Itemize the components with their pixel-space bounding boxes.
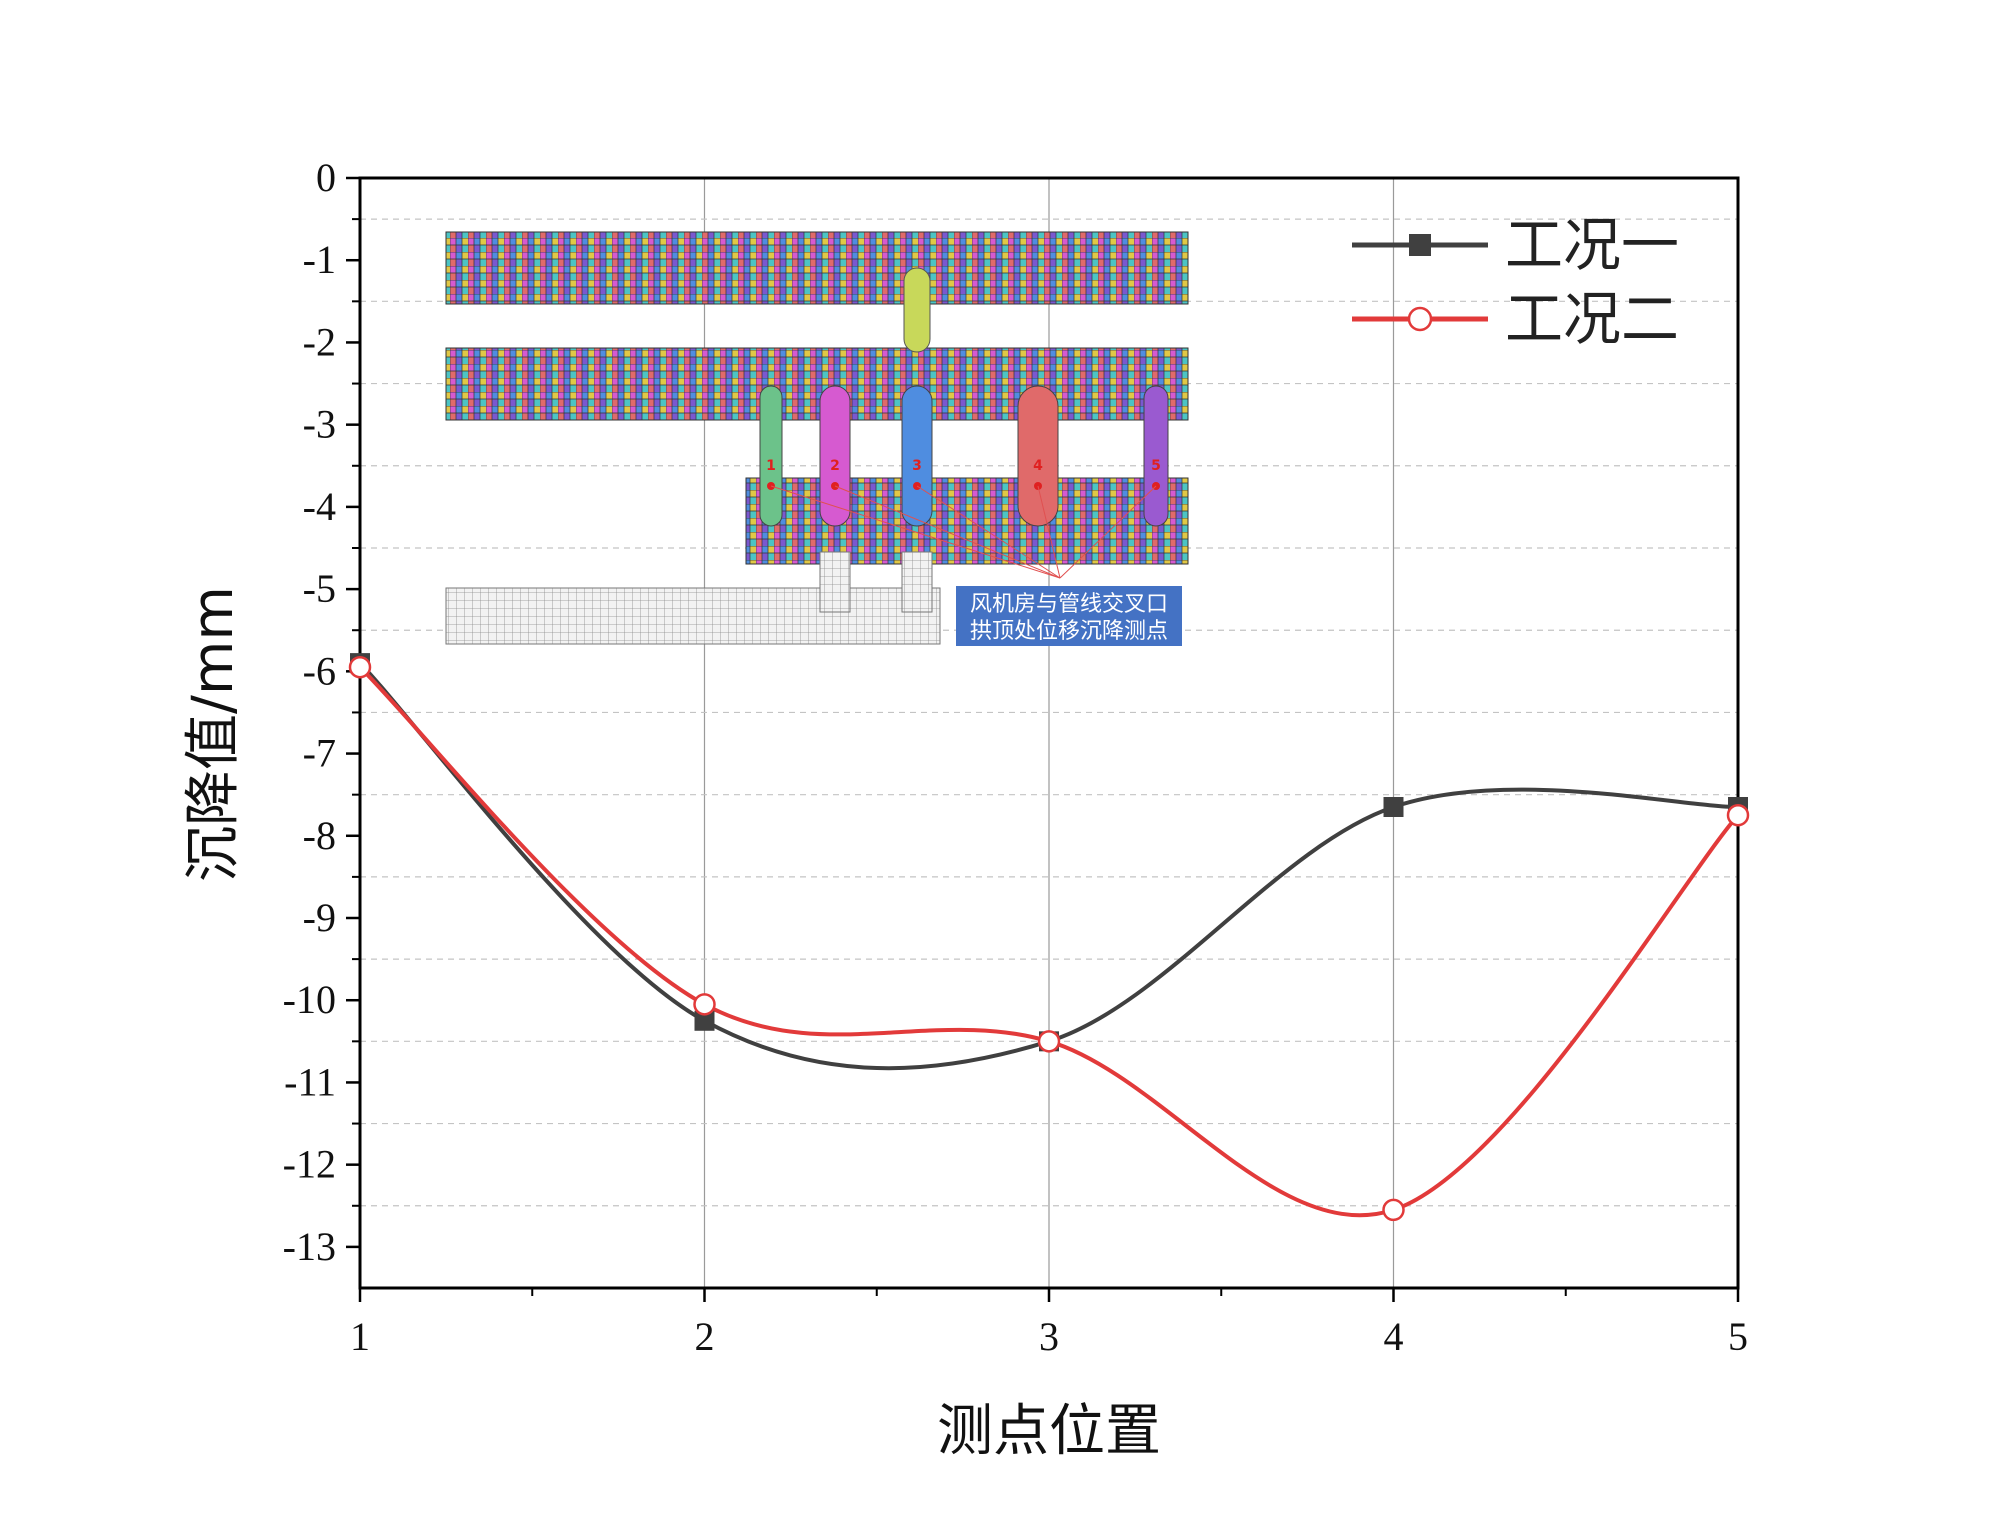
inset-label-line-2: 拱顶处位移沉降测点 bbox=[970, 619, 1168, 644]
connector-shaft bbox=[901, 385, 933, 527]
y-tick-label: 0 bbox=[316, 155, 336, 200]
measurement-point-label: 5 bbox=[1151, 458, 1161, 474]
axis-ticks bbox=[346, 176, 1740, 1302]
connector-shafts: 1 2 3 4 5 bbox=[759, 385, 1169, 527]
series-1-point bbox=[1383, 797, 1404, 817]
legend-marker-1 bbox=[1409, 234, 1431, 256]
legend-label-1: 工况一 bbox=[1505, 211, 1679, 279]
x-tick-label: 2 bbox=[695, 1314, 715, 1359]
y-tick-labels: 0 -1 -2 -3 -4 -5 -6 -7 -8 -9 -10 -11 -12 -13 bbox=[283, 155, 336, 1269]
y-tick-label: -6 bbox=[303, 648, 336, 693]
connector-shaft bbox=[759, 385, 783, 527]
series-2-point bbox=[1037, 1030, 1061, 1053]
inset-label-line-1: 风机房与管线交叉口 bbox=[970, 592, 1168, 617]
vertical-shaft bbox=[903, 267, 931, 353]
y-tick-label: -7 bbox=[303, 731, 336, 776]
y-tick-label: -9 bbox=[303, 895, 336, 940]
connector-shaft bbox=[1143, 385, 1169, 527]
y-tick-label: -2 bbox=[303, 319, 336, 364]
x-tick-labels: 1 2 3 4 5 bbox=[350, 1314, 1748, 1359]
x-tick-label: 3 bbox=[1039, 1314, 1059, 1359]
y-tick-label: -3 bbox=[303, 402, 336, 447]
x-axis-title: 测点位置 bbox=[937, 1399, 1161, 1464]
lower-tunnel-mesh bbox=[745, 477, 1189, 565]
measurement-ray bbox=[834, 485, 1061, 579]
y-tick-label: -10 bbox=[283, 977, 336, 1022]
x-tick-label: 5 bbox=[1728, 1314, 1748, 1359]
series-2-point bbox=[1726, 803, 1750, 827]
y-tick-label: -12 bbox=[283, 1142, 336, 1187]
marker-layer bbox=[348, 653, 1750, 1222]
series-1-point bbox=[694, 1010, 715, 1031]
measurement-point-label: 4 bbox=[1033, 458, 1043, 474]
x-tick-label: 4 bbox=[1384, 1314, 1404, 1359]
y-tick-label: -4 bbox=[303, 484, 336, 529]
y-tick-label: -13 bbox=[283, 1224, 336, 1269]
connector-shaft bbox=[1017, 385, 1059, 527]
connector-shaft bbox=[819, 385, 851, 527]
y-tick-label: -5 bbox=[303, 566, 336, 611]
gray-shaft-1 bbox=[819, 551, 851, 613]
measurement-point-label: 2 bbox=[830, 458, 840, 474]
y-axis-title: 沉降值/mm bbox=[181, 586, 246, 882]
upper-tunnel-mesh bbox=[445, 231, 1189, 305]
measurement-rays bbox=[770, 485, 1157, 579]
inset-label-box bbox=[956, 586, 1182, 646]
gray-shaft-2 bbox=[901, 551, 933, 613]
series-2-point bbox=[348, 655, 372, 679]
series-2-point bbox=[693, 993, 716, 1016]
y-tick-label: -8 bbox=[303, 813, 336, 858]
series-2-point bbox=[1382, 1198, 1405, 1222]
measurement-ray bbox=[1059, 485, 1157, 579]
measurement-ray bbox=[916, 485, 1061, 579]
bottom-gray-mesh bbox=[445, 587, 941, 645]
x-tick-label: 1 bbox=[350, 1314, 370, 1359]
y-tick-label: -1 bbox=[303, 237, 336, 282]
tunnel-model-inset: 1 2 3 4 5 风机房与管线交叉口 拱顶处位移沉降测点 bbox=[445, 231, 1189, 646]
legend-marker-2 bbox=[1407, 306, 1433, 332]
middle-tunnel-mesh bbox=[445, 347, 1189, 421]
measurement-ray bbox=[1037, 485, 1061, 579]
legend-label-2: 工况二 bbox=[1505, 285, 1679, 353]
measurement-ray bbox=[770, 485, 1061, 579]
grid-lines bbox=[360, 178, 1738, 1288]
measurement-point-label: 1 bbox=[766, 458, 776, 474]
y-tick-label: -11 bbox=[284, 1059, 336, 1104]
measurement-point-label: 3 bbox=[912, 458, 922, 474]
